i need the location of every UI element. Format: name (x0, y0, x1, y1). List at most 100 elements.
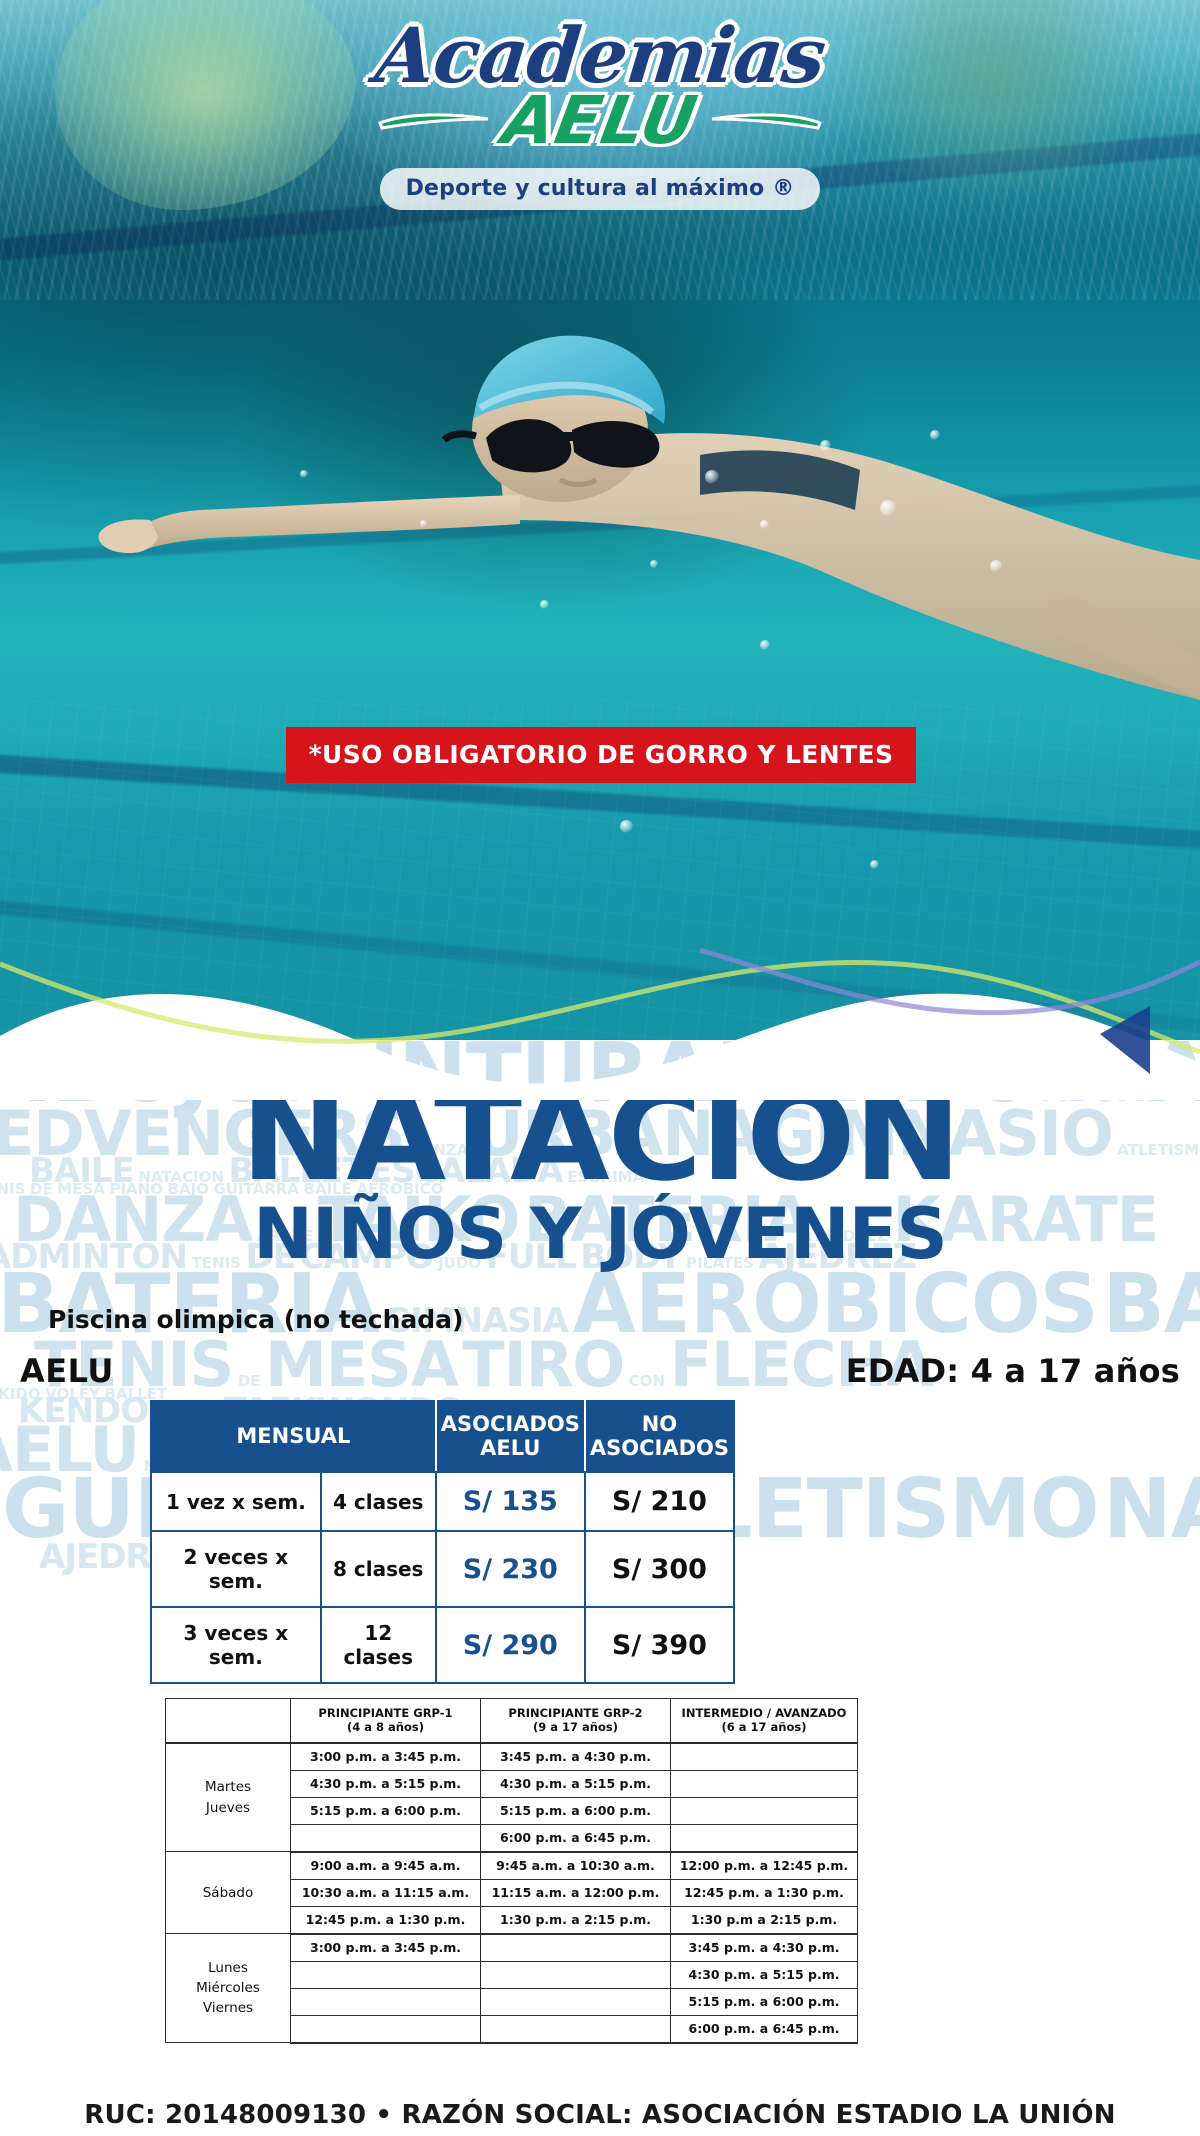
schedule-time-cell-grp2 (480, 2014, 671, 2044)
price-cell-frequency: 2 veces x sem. (150, 1530, 322, 1609)
schedule-day-line: Martes (204, 1779, 252, 1796)
price-header-row: MENSUAL ASOCIADOS AELU NO ASOCIADOS (150, 1399, 736, 1474)
price-header-associates-line1: ASOCIADOS (440, 1412, 580, 1436)
price-cell-associate: S/ 230 (434, 1530, 586, 1609)
schedule-day-cell: Lunes Miércoles Viernes (165, 1933, 291, 2044)
schedule-time-cell-grp2: 9:45 a.m. a 10:30 a.m. (480, 1851, 671, 1880)
bubble (620, 820, 633, 833)
schedule-day-cell: Sábado (165, 1851, 291, 1935)
logo-green-blob-right (830, 0, 1160, 200)
swimmer-illustration (98, 335, 1200, 700)
schedule-time-cell-adv (670, 1796, 858, 1825)
schedule-row: 10:30 a.m. a 11:15 a.m. 11:15 a.m. a 12:0… (166, 1878, 858, 1907)
schedule-time-cell-grp2: 4:30 p.m. a 5:15 p.m. (480, 1769, 671, 1798)
schedule-header-grp1: PRINCIPIANTE GRP-1 (4 a 8 años) (290, 1697, 481, 1744)
venue-label: AELU (20, 1352, 114, 1390)
schedule-time-cell-grp1 (290, 1960, 481, 1989)
page-subtitle: NIÑOS Y JÓVENES (253, 1193, 948, 1276)
bubble (650, 560, 658, 568)
schedule-time-cell-grp1: 4:30 p.m. a 5:15 p.m. (290, 1769, 481, 1798)
schedule-row: Sábado 9:00 a.m. a 9:45 a.m. 9:45 a.m. a 1… (165, 1851, 858, 1935)
schedule-time-cell-grp2: 3:45 p.m. a 4:30 p.m. (480, 1742, 671, 1771)
headline-block: NATACIÓN NIÑOS Y JÓVENES (0, 1075, 1200, 1276)
schedule-time-cell-adv: 5:15 p.m. a 6:00 p.m. (670, 1987, 858, 2016)
schedule-header-grp2-line2: (9 a 17 años) (533, 1720, 618, 1735)
bubble (760, 640, 770, 650)
price-header-non-associates-line1: NO (641, 1412, 678, 1436)
price-cell-frequency: 3 veces x sem. (150, 1606, 322, 1685)
schedule-header-row: PRINCIPIANTE GRP-1 (4 a 8 años) PRINCIPI… (165, 1697, 858, 1744)
schedule-time-cell-grp2 (480, 1987, 671, 2016)
schedule-row: 6:00 p.m. a 6:45 p.m. (166, 1823, 858, 1853)
bubble (930, 430, 940, 440)
price-cell-classes: 12 clases (319, 1606, 437, 1685)
schedule-time-cell-adv: 3:45 p.m. a 4:30 p.m. (670, 1933, 858, 1962)
logo-aelu-row: AELU (0, 82, 1200, 159)
bubble (420, 520, 427, 527)
schedule-row: 5:15 p.m. a 6:00 p.m. 5:15 p.m. a 6:00 p.… (166, 1796, 858, 1825)
wave-divider (0, 947, 1200, 1100)
schedule-day-line: Viernes (202, 2000, 254, 2017)
price-table: MENSUAL ASOCIADOS AELU NO ASOCIADOS 1 ve… (150, 1399, 736, 1685)
logo-aelu-word: AELU (497, 82, 703, 159)
bubble (990, 560, 1002, 572)
schedule-time-cell-grp2: 1:30 p.m. a 2:15 p.m. (480, 1905, 671, 1935)
bubble (540, 600, 549, 609)
schedule-time-cell-grp2: 5:15 p.m. a 6:00 p.m. (480, 1796, 671, 1825)
schedule-time-cell-grp1: 3:00 p.m. a 3:45 p.m. (290, 1933, 481, 1962)
schedule-time-cell-adv (670, 1769, 858, 1798)
schedule-time-cell-grp1: 3:00 p.m. a 3:45 p.m. (290, 1742, 481, 1771)
price-table-body: 1 vez x sem. 4 clases S/ 135 S/ 210 2 veces … (150, 1471, 736, 1685)
brand-logo[interactable]: Academias AELU Deporte y cultura al máxi… (0, 11, 1200, 210)
price-header-non-associates-line2: ASOCIADOS (589, 1435, 729, 1460)
schedule-time-cell-grp1: 12:45 p.m. a 1:30 p.m. (290, 1905, 481, 1935)
schedule-header-grp2: PRINCIPIANTE GRP-2 (9 a 17 años) (480, 1697, 671, 1744)
schedule-time-cell-grp1 (290, 1987, 481, 2016)
schedule-time-cell-adv (670, 1823, 858, 1853)
schedule-time-cell-adv: 12:45 p.m. a 1:30 p.m. (670, 1878, 858, 1907)
price-header-associates: ASOCIADOS AELU (434, 1399, 586, 1474)
legal-footer: RUC: 20148009130 • RAZÓN SOCIAL: ASOCIAC… (84, 2100, 1116, 2130)
schedule-header-advanced-line1: INTERMEDIO / AVANZADO (681, 1706, 847, 1720)
schedule-time-cell-grp1 (290, 1823, 481, 1853)
schedule-row: 6:00 p.m. a 6:45 p.m. (166, 2014, 858, 2044)
schedule-row: 5:15 p.m. a 6:00 p.m. (166, 1987, 858, 2016)
schedule-table-body: Martes Jueves 3:00 p.m. a 3:45 p.m. 3:45 p.… (165, 1742, 858, 2044)
schedule-time-cell-grp1 (290, 2014, 481, 2044)
schedule-row: 4:30 p.m. a 5:15 p.m. 4:30 p.m. a 5:15 p.… (166, 1769, 858, 1798)
warning-banner: *USO OBLIGATORIO DE GORRO Y LENTES (286, 727, 916, 783)
schedule-row: 4:30 p.m. a 5:15 p.m. (166, 1960, 858, 1989)
bubble (705, 470, 719, 484)
schedule-time-cell-grp2 (480, 1933, 671, 1962)
pool-note: Piscina olimpica (no techada) (48, 1305, 464, 1334)
schedule-row: 12:45 p.m. a 1:30 p.m. 1:30 p.m. a 2:15 p… (166, 1905, 858, 1935)
price-row: 2 veces x sem. 8 clases S/ 230 S/ 300 (150, 1530, 736, 1609)
schedule-table: PRINCIPIANTE GRP-1 (4 a 8 años) PRINCIPI… (165, 1697, 858, 2044)
schedule-day-line: Miércoles (196, 1980, 260, 1997)
schedule-day-line: Jueves (205, 1799, 251, 1816)
price-cell-non-associate: S/ 300 (583, 1530, 736, 1609)
price-row: 1 vez x sem. 4 clases S/ 135 S/ 210 (150, 1471, 736, 1533)
schedule-time-cell-grp2: 11:15 a.m. a 12:00 p.m. (480, 1878, 671, 1907)
age-label: EDAD: 4 a 17 años (845, 1352, 1180, 1390)
bubble (870, 860, 879, 869)
schedule-day-line: Sábado (202, 1884, 254, 1901)
venue-age-row: AELU EDAD: 4 a 17 años (20, 1352, 1180, 1390)
price-cell-classes: 4 clases (319, 1471, 437, 1533)
price-cell-classes: 8 clases (319, 1530, 437, 1609)
schedule-time-cell-grp2 (480, 1960, 671, 1989)
swoosh-left-icon (377, 113, 489, 130)
price-header-associates-line2: AELU (480, 1435, 541, 1460)
schedule-day-line: Lunes (208, 1959, 248, 1976)
price-cell-associate: S/ 290 (434, 1606, 586, 1685)
bubble (880, 500, 896, 516)
price-header-mensual: MENSUAL (150, 1399, 437, 1474)
schedule-header-grp1-line1: PRINCIPIANTE GRP-1 (318, 1706, 453, 1720)
bubble (820, 440, 831, 451)
schedule-header-grp1-line2: (4 a 8 años) (347, 1720, 424, 1735)
schedule-time-cell-grp2: 6:00 p.m. a 6:45 p.m. (480, 1823, 671, 1853)
schedule-header-advanced: INTERMEDIO / AVANZADO (6 a 17 años) (670, 1697, 858, 1744)
swoosh-right-icon (711, 113, 823, 130)
price-cell-associate: S/ 135 (434, 1471, 586, 1533)
